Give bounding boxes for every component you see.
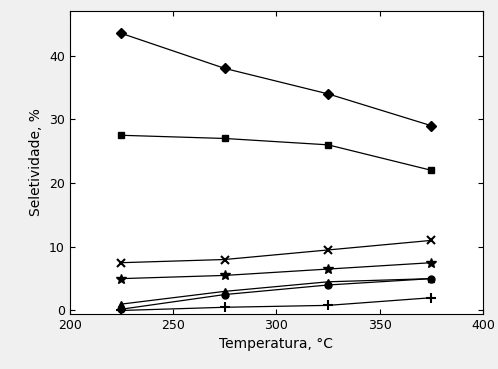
Y-axis label: Seletividade, %: Seletividade, % (29, 108, 43, 216)
X-axis label: Temperatura, °C: Temperatura, °C (220, 337, 333, 351)
